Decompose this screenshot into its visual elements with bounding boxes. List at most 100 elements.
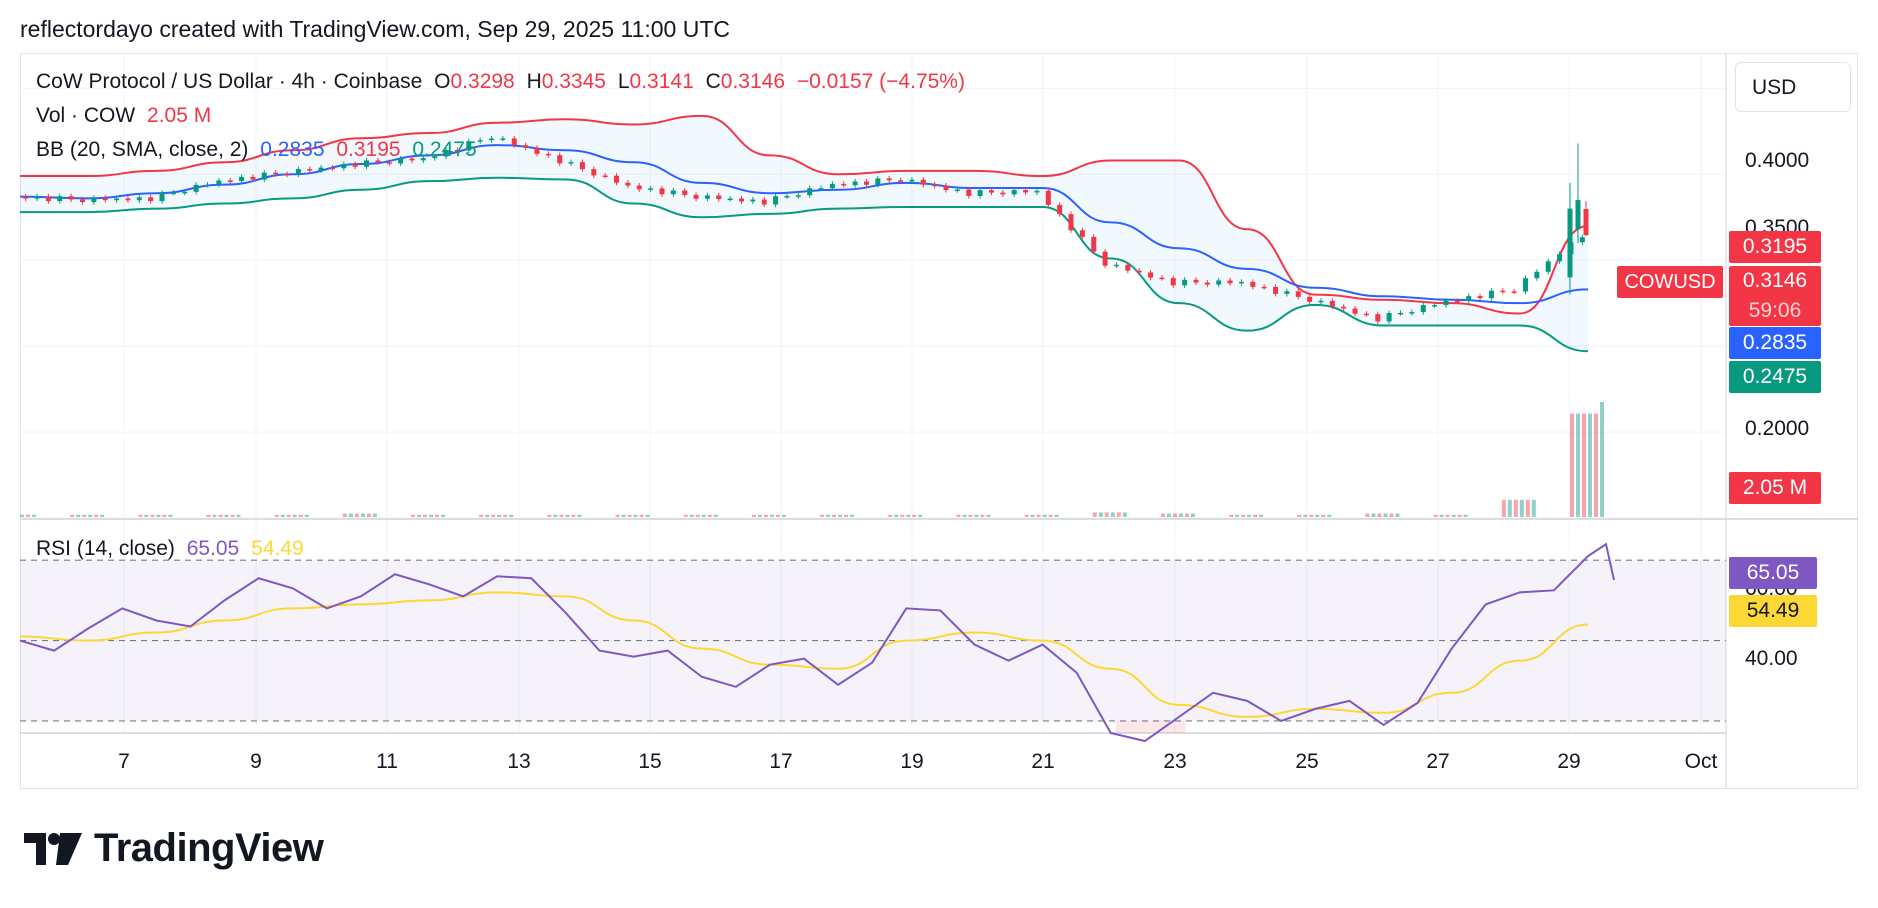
candle-body bbox=[318, 167, 324, 171]
candle-body bbox=[227, 180, 233, 182]
candle-body bbox=[1420, 305, 1426, 313]
legend-bb-label[interactable]: BB (20, SMA, close, 2) bbox=[36, 138, 249, 161]
time-tick-label: 29 bbox=[1557, 750, 1580, 773]
candle-body bbox=[1238, 281, 1244, 284]
volume-bar bbox=[1122, 512, 1127, 517]
volume-bar bbox=[1395, 513, 1400, 517]
candle-body bbox=[375, 160, 381, 163]
volume-bar bbox=[100, 514, 105, 517]
candle-body bbox=[1567, 208, 1573, 278]
candle-body bbox=[511, 138, 517, 146]
volume-bar bbox=[26, 514, 30, 517]
currency-selector[interactable]: USD bbox=[1735, 62, 1851, 112]
volume-bar bbox=[559, 514, 564, 517]
candle-body bbox=[591, 169, 597, 176]
legend-bb-row: BB (20, SMA, close, 2) 0.2835 0.3195 0.2… bbox=[36, 138, 483, 162]
candle-body bbox=[648, 188, 654, 190]
candle-body bbox=[670, 190, 676, 195]
candle-body bbox=[852, 181, 858, 186]
volume-bar bbox=[479, 514, 484, 517]
volume-bar bbox=[503, 514, 508, 517]
volume-bar bbox=[1303, 514, 1308, 517]
volume-bar bbox=[354, 513, 359, 517]
rsi-tick-label: 40.00 bbox=[1745, 647, 1798, 670]
legend-rsi-value: 65.05 bbox=[186, 537, 240, 560]
volume-bar bbox=[423, 514, 428, 517]
rsi-oversold-fill bbox=[1115, 720, 1186, 733]
legend-symbol[interactable]: CoW Protocol / US Dollar · 4h · Coinbase bbox=[36, 70, 423, 93]
volume-bar bbox=[1507, 499, 1512, 517]
volume-bar bbox=[1389, 513, 1394, 517]
candle-body bbox=[659, 188, 665, 195]
volume-bar bbox=[429, 514, 434, 517]
volume-bar bbox=[615, 514, 620, 517]
candle-body bbox=[284, 174, 290, 176]
volume-bar bbox=[826, 514, 831, 517]
volume-bar bbox=[435, 514, 440, 517]
candle-body bbox=[557, 155, 563, 164]
time-tick-label: 19 bbox=[900, 750, 923, 773]
volume-bar bbox=[1024, 514, 1029, 517]
candle-body bbox=[1159, 277, 1165, 280]
volume-bar bbox=[162, 514, 167, 517]
volume-bar bbox=[906, 514, 911, 517]
candle-body bbox=[91, 197, 97, 203]
time-tick-label: Oct bbox=[1685, 750, 1718, 773]
volume-bar bbox=[1600, 402, 1604, 517]
candle-body bbox=[795, 195, 801, 197]
volume-bar bbox=[150, 514, 155, 517]
candle-body bbox=[704, 195, 710, 199]
volume-bar bbox=[1327, 514, 1332, 517]
candle-body bbox=[1250, 281, 1256, 287]
volume-bar bbox=[1445, 514, 1450, 517]
candle-body bbox=[1352, 308, 1358, 314]
volume-bar bbox=[236, 514, 241, 517]
volume-bar bbox=[218, 514, 223, 517]
candle-body bbox=[1273, 286, 1279, 294]
volume-bar bbox=[1371, 513, 1376, 517]
candle-body bbox=[1182, 279, 1188, 286]
candle-body bbox=[204, 184, 210, 187]
candle-body bbox=[102, 197, 108, 201]
volume-bar bbox=[850, 514, 855, 517]
volume-bar bbox=[76, 514, 81, 517]
candle-body bbox=[625, 182, 631, 186]
tradingview-logo[interactable]: TradingView bbox=[24, 826, 324, 871]
volume-bar bbox=[775, 514, 780, 517]
candle-body bbox=[409, 158, 415, 161]
candle-body bbox=[1386, 313, 1392, 322]
volume-bar bbox=[918, 514, 923, 517]
volume-bar bbox=[820, 514, 825, 517]
volume-bar bbox=[1092, 512, 1097, 517]
legend-low-label: L bbox=[617, 70, 630, 93]
candle-body bbox=[602, 175, 608, 177]
volume-bar bbox=[1253, 514, 1258, 517]
candle-body bbox=[1454, 300, 1460, 303]
candle-body bbox=[966, 189, 972, 196]
candle-body bbox=[909, 179, 915, 182]
volume-bar bbox=[962, 514, 967, 517]
volume-bar bbox=[212, 514, 217, 517]
legend-change: −0.0157 (−4.75%) bbox=[796, 70, 965, 93]
legend-volume-label[interactable]: Vol · COW bbox=[36, 104, 136, 127]
candle-body bbox=[398, 158, 404, 164]
volume-bar bbox=[292, 514, 297, 517]
candle-body bbox=[1583, 209, 1589, 236]
time-tick-label: 17 bbox=[769, 750, 792, 773]
volume-bar bbox=[1259, 514, 1264, 517]
candle-body bbox=[352, 164, 358, 167]
candle-body bbox=[784, 196, 790, 198]
volume-bar bbox=[1166, 513, 1171, 517]
volume-bar bbox=[411, 514, 416, 517]
time-tick-label: 13 bbox=[507, 750, 530, 773]
candle-body bbox=[1575, 200, 1581, 230]
legend-rsi-label[interactable]: RSI (14, close) bbox=[36, 537, 175, 560]
chart-attribution: reflectordayo created with TradingView.c… bbox=[20, 16, 730, 42]
volume-bar bbox=[894, 514, 899, 517]
volume-bar bbox=[1190, 513, 1195, 517]
time-tick-label: 21 bbox=[1031, 750, 1054, 773]
candle-body bbox=[45, 196, 51, 202]
candle-body bbox=[386, 162, 392, 164]
volume-bar bbox=[565, 514, 570, 517]
